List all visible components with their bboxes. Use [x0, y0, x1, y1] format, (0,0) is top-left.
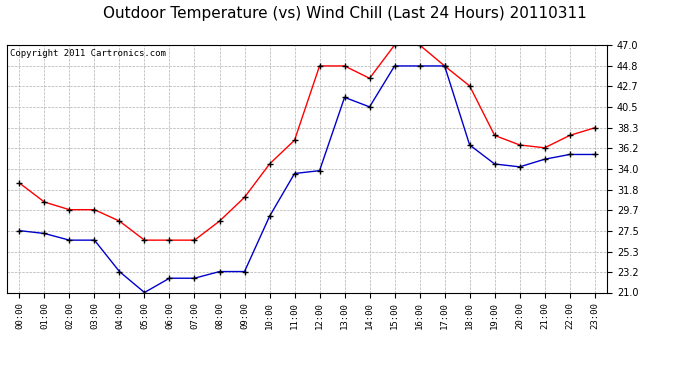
Text: Copyright 2011 Cartronics.com: Copyright 2011 Cartronics.com — [10, 49, 166, 58]
Text: Outdoor Temperature (vs) Wind Chill (Last 24 Hours) 20110311: Outdoor Temperature (vs) Wind Chill (Las… — [103, 6, 587, 21]
